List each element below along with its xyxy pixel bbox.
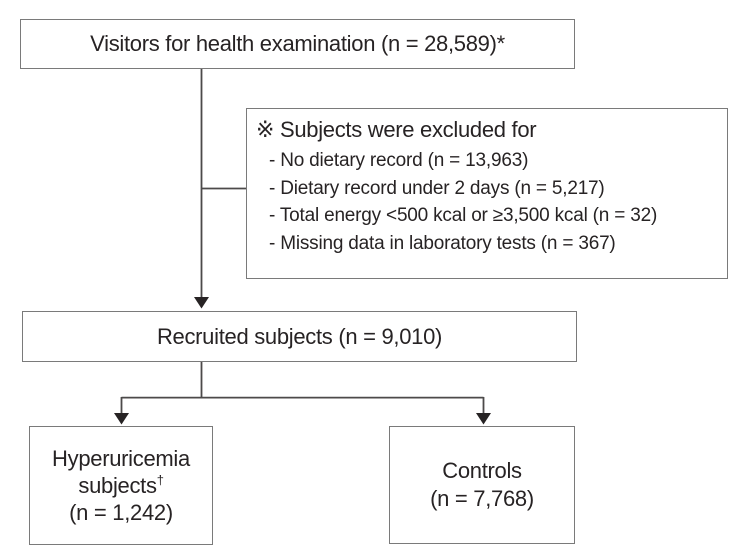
hyperuricemia-count: (n = 1,242) bbox=[69, 500, 173, 525]
arrowhead-hyperuricemia bbox=[114, 413, 129, 425]
exclusion-item-list: - No dietary record (n = 13,963) - Dieta… bbox=[256, 147, 719, 257]
controls-line1: Controls bbox=[442, 458, 522, 483]
exclusion-item: - Dietary record under 2 days (n = 5,217… bbox=[269, 177, 605, 199]
arrowhead-controls bbox=[476, 413, 491, 425]
arrowhead-recruited bbox=[194, 297, 209, 309]
dagger-superscript: † bbox=[156, 472, 164, 488]
hyperuricemia-line2: subjects† bbox=[78, 472, 164, 499]
exclusion-item: - Missing data in laboratory tests (n = … bbox=[269, 232, 616, 254]
visitors-label: Visitors for health examination (n = 28,… bbox=[90, 31, 505, 56]
hyperuricemia-line1: Hyperuricemia bbox=[52, 446, 190, 471]
controls-count: (n = 7,768) bbox=[430, 486, 534, 511]
exclusion-box: ※ Subjects were excluded for - No dietar… bbox=[246, 108, 728, 279]
reference-mark-icon: ※ bbox=[256, 117, 275, 142]
recruited-label: Recruited subjects (n = 9,010) bbox=[156, 323, 443, 349]
exclusion-title: ※ Subjects were excluded for bbox=[256, 115, 719, 145]
exclusion-item: - No dietary record (n = 13,963) bbox=[269, 150, 529, 171]
exclusion-item: - Total energy <500 kcal or ≥3,500 kcal … bbox=[269, 205, 658, 226]
recruited-box: Recruited subjects (n = 9,010) bbox=[22, 311, 577, 362]
hyperuricemia-box: Hyperuricemia subjects† (n = 1,242) bbox=[29, 426, 213, 545]
hyperuricemia-line2-text: subjects bbox=[78, 473, 157, 498]
exclusion-title-text: Subjects were excluded for bbox=[279, 117, 537, 142]
visitors-box: Visitors for health examination (n = 28,… bbox=[20, 19, 575, 69]
controls-box: Controls (n = 7,768) bbox=[389, 426, 575, 544]
